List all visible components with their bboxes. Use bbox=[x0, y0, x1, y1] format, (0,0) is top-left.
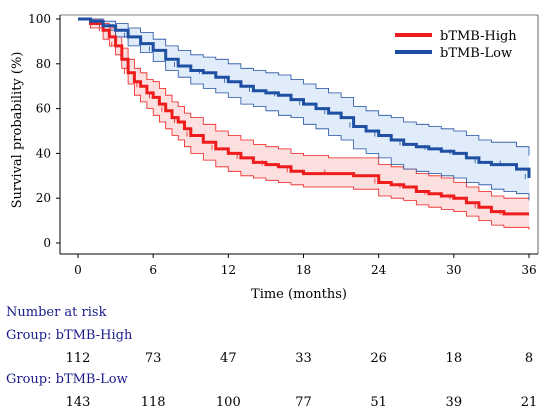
legend-label-high: bTMB-High bbox=[440, 29, 517, 44]
ci-upper-line-low bbox=[78, 18, 530, 156]
y-axis-label: Survival probability (%) bbox=[10, 52, 25, 209]
ci-lower-line-low bbox=[78, 18, 530, 201]
x-tick-label: 18 bbox=[296, 263, 311, 277]
ci-band-low bbox=[78, 19, 529, 201]
survival-curve-high bbox=[78, 17, 529, 216]
x-tick-label: 0 bbox=[74, 263, 82, 277]
confidence-bands bbox=[78, 19, 529, 230]
x-tick-label: 36 bbox=[521, 263, 536, 277]
ci-band-high bbox=[78, 19, 529, 230]
y-tick-label: 40 bbox=[36, 146, 51, 160]
legend-label-low: bTMB-Low bbox=[440, 46, 512, 61]
y-tick-label: 100 bbox=[28, 12, 51, 26]
y-tick-label: 80 bbox=[36, 57, 51, 71]
survival-curves bbox=[78, 17, 531, 216]
y-tick-label: 20 bbox=[36, 191, 51, 205]
x-axis-label: Time (months) bbox=[251, 287, 347, 302]
legend: bTMB-High bTMB-Low bbox=[395, 29, 517, 61]
axes bbox=[59, 14, 539, 255]
x-tick-label: 30 bbox=[446, 263, 461, 277]
survival-curve-low bbox=[78, 17, 531, 178]
x-ticks: 0 6 12 18 24 30 36 bbox=[74, 254, 537, 277]
confidence-bound-lines bbox=[78, 18, 530, 230]
x-tick-label: 6 bbox=[149, 263, 157, 277]
y-tick-label: 0 bbox=[43, 236, 51, 250]
y-tick-label: 60 bbox=[36, 102, 51, 116]
ci-upper-line-high bbox=[78, 18, 529, 199]
y-ticks: 0 20 40 60 80 100 bbox=[28, 12, 60, 250]
x-tick-label: 12 bbox=[221, 263, 236, 277]
ci-lower-line-high bbox=[78, 18, 530, 230]
x-tick-label: 24 bbox=[371, 263, 387, 277]
